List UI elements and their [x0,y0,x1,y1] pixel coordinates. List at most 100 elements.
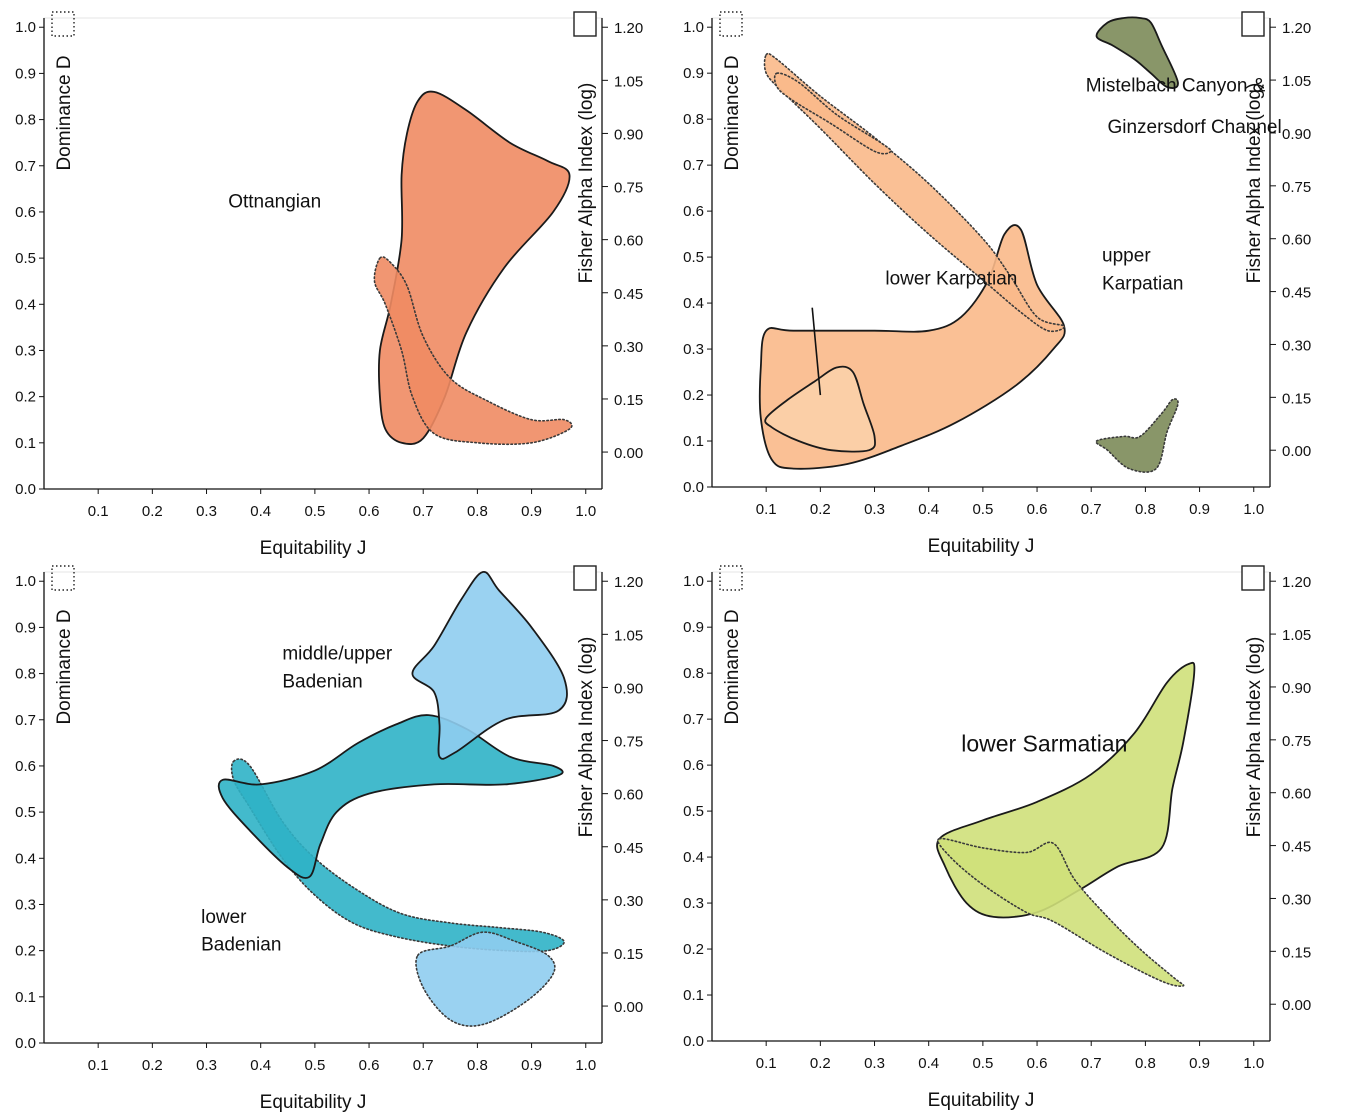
y-axis-label: Dominance D [722,55,743,170]
y-tick-label: 0.3 [683,341,704,358]
y-tick-label: 1.0 [15,573,36,590]
region-label-middle-upper: middle/upper [282,644,393,665]
region-ottnangian-solid [377,90,571,445]
plot-area [711,571,1271,1042]
y-tick-label: 0.4 [15,296,36,313]
region-lower-karpatian-solid [764,365,876,453]
x-tick-label: 0.6 [359,1057,380,1074]
y-tick-label: 1.0 [683,573,704,590]
y2-tick-label: 0.60 [1282,786,1311,803]
y-tick-label: 0.1 [683,433,704,450]
x-tick-label: 0.7 [1081,1055,1102,1072]
x-tick-label: 0.9 [521,503,542,520]
x-axis-label: Equitability J [260,538,367,559]
y2-tick-label: 1.05 [614,73,643,90]
y-tick-label: 0.2 [15,389,36,406]
x-tick-label: 1.0 [1243,1055,1264,1072]
legend-solid-box [1241,11,1265,37]
region-label-mistelbach-canyon: Mistelbach Canyon & [1086,76,1266,97]
region-label-lower: lower [201,907,247,928]
y-tick-label: 0.0 [683,479,704,496]
y2-tick-label: 0.15 [614,946,643,963]
region-ottnangian-dotted [373,256,573,446]
x-tick-label: 0.1 [756,1055,777,1072]
x-tick-label: 1.0 [1243,501,1264,518]
region-mistelbach-canyon-ginzersdorf-channel-dotted [1095,398,1179,473]
x-tick-label: 0.7 [1081,501,1102,518]
x-tick-label: 0.2 [810,1055,831,1072]
y-tick-label: 0.4 [15,850,36,867]
x-tick-label: 0.4 [250,503,271,520]
y-tick-label: 0.9 [15,619,36,636]
x-axis-label: Equitability J [928,1090,1035,1111]
y2-tick-label: 0.75 [1282,733,1311,750]
legend-solid-box [573,565,597,591]
x-tick-label: 0.7 [413,503,434,520]
x-tick-label: 0.2 [810,501,831,518]
x-tick-label: 0.6 [1027,1055,1048,1072]
x-tick-label: 0.1 [88,1057,109,1074]
x-tick-label: 1.0 [575,503,596,520]
y2-tick-label: 0.30 [614,893,643,910]
region-label-karpatian: Karpatian [1102,273,1183,294]
y-tick-label: 0.2 [683,941,704,958]
legend-dotted-box [51,11,75,37]
y-tick-label: 0.6 [683,203,704,220]
y-tick-label: 0.5 [683,803,704,820]
y2-tick-label: 0.90 [614,680,643,697]
y2-axis-label: Fisher Alpha Index (log) [1244,637,1265,838]
y2-tick-label: 1.05 [614,627,643,644]
y2-tick-label: 0.75 [614,180,643,197]
y2-tick-label: 0.45 [614,286,643,303]
y-tick-label: 0.8 [15,666,36,683]
x-tick-label: 0.3 [864,1055,885,1072]
region-label-ginzersdorf-channel: Ginzersdorf Channel [1107,117,1281,138]
x-tick-label: 0.8 [1135,1055,1156,1072]
y-tick-label: 0.4 [683,849,704,866]
region-middle-upper-badenian-dotted [415,931,556,1027]
x-tick-label: 0.3 [864,501,885,518]
x-tick-label: 0.5 [304,1057,325,1074]
x-tick-label: 0.2 [142,1057,163,1074]
y2-tick-label: 0.45 [1282,285,1311,302]
chart-panel-bottom-left: 0.1 0.2 0.3 0.4 0.5 0.6 0.7 0.8 0.9 1.0 0.0 0.1 0.2 0… [15,565,643,1113]
legend-solid-box [1241,565,1265,591]
x-tick-label: 0.3 [196,1057,217,1074]
y-axis-label: Dominance D [54,55,75,170]
y2-tick-label: 1.20 [1282,20,1311,37]
y-axis-label: Dominance D [54,609,75,724]
x-tick-label: 0.8 [467,503,488,520]
y2-axis-label: Fisher Alpha Index (log) [1244,83,1265,284]
y2-tick-label: 0.00 [614,445,643,462]
y-tick-label: 0.9 [683,619,704,636]
y-axis-label: Dominance D [722,609,743,724]
y2-tick-label: 0.90 [614,126,643,143]
y2-tick-label: 1.05 [1282,627,1311,644]
region-lower-sarmatian-dotted [937,837,1185,987]
y2-tick-label: 0.45 [1282,839,1311,856]
y-tick-label: 0.6 [15,758,36,775]
x-tick-label: 0.9 [1189,501,1210,518]
y-tick-label: 0.6 [683,757,704,774]
y-tick-label: 0.0 [15,481,36,498]
x-tick-label: 0.8 [467,1057,488,1074]
y2-tick-label: 0.15 [1282,944,1311,961]
x-tick-label: 0.9 [521,1057,542,1074]
x-tick-label: 0.5 [304,503,325,520]
region-label-badenian: Badenian [282,671,362,692]
y2-tick-label: 0.30 [614,339,643,356]
y2-tick-label: 0.90 [1282,126,1311,143]
y2-tick-label: 0.30 [1282,337,1311,354]
region-lower-badenian-solid [217,714,564,879]
region-label-lower-karpatian: lower Karpatian [885,269,1017,290]
y-tick-label: 0.5 [15,804,36,821]
region-label-badenian: Badenian [201,935,281,956]
y-tick-label: 0.3 [683,895,704,912]
y2-tick-label: 0.15 [1282,390,1311,407]
y2-tick-label: 0.75 [1282,179,1311,196]
y-tick-label: 0.2 [683,387,704,404]
x-tick-label: 1.0 [575,1057,596,1074]
x-tick-label: 0.1 [88,503,109,520]
legend-dotted-box [719,565,743,591]
y-tick-label: 0.2 [15,943,36,960]
